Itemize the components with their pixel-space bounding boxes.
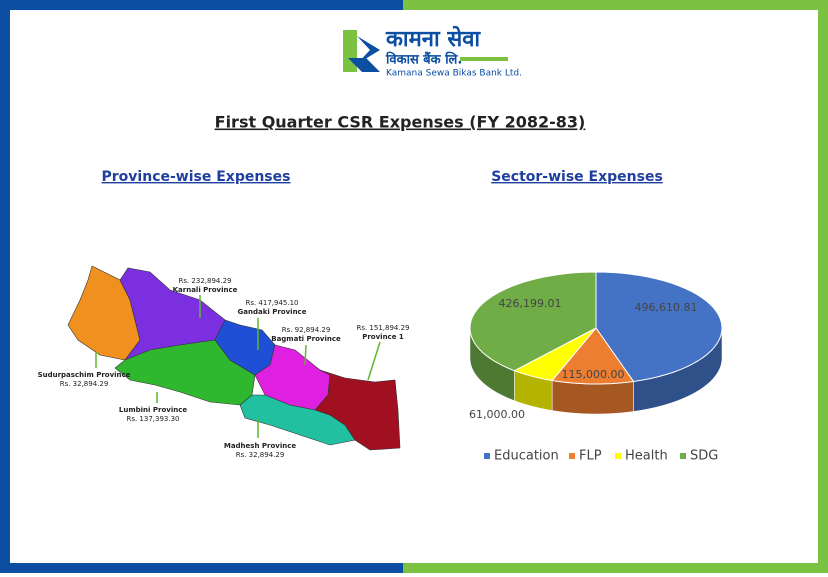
province-amount: Rs. 32,894.29 — [236, 451, 285, 459]
province-amount: Rs. 92,894.29 — [282, 326, 331, 334]
data-label: 496,610.81 — [635, 301, 698, 314]
data-label: 426,199.01 — [499, 297, 562, 310]
legend-swatch — [615, 453, 621, 459]
province-amount: Rs. 32,894.29 — [60, 380, 109, 388]
pie-slice — [513, 327, 597, 382]
province-amount: Rs. 232,894.29 — [178, 277, 231, 285]
logo-mark — [343, 30, 357, 72]
legend-label: Health — [625, 449, 668, 464]
province-amount: Rs. 417,945.10 — [245, 299, 298, 307]
page-title: First Quarter CSR Expenses (FY 2082-83) — [215, 113, 586, 132]
nepal-map — [67, 265, 401, 451]
map-arrows — [95, 295, 381, 438]
section-heading: Sector-wise Expenses — [491, 169, 663, 185]
legend-swatch — [680, 453, 686, 459]
legend-label: Education — [494, 449, 559, 464]
logo-mark — [348, 58, 380, 72]
province-name: Karnali Province — [173, 286, 238, 294]
logo: कामना सेवा विकास बैंक लि. Kamana Sewa Bi… — [343, 25, 522, 79]
province-amount: Rs. 151,894.29 — [356, 324, 409, 332]
province-amount: Rs. 137,393.30 — [126, 415, 179, 423]
province-name: Province 1 — [362, 333, 404, 341]
logo-mark — [357, 36, 380, 64]
logo-english: Kamana Sewa Bikas Bank Ltd. — [386, 69, 522, 79]
province-shape — [314, 369, 401, 451]
pie-chart: 496,610.81 115,000.00 61,000.00 426,199.01 E… — [469, 271, 723, 464]
province-name: Gandaki Province — [238, 308, 307, 316]
province-name: Bagmati Province — [271, 335, 341, 343]
legend-swatch — [484, 453, 490, 459]
pie-slice — [469, 271, 597, 372]
arrow — [304, 344, 307, 366]
legend-label: FLP — [579, 449, 602, 464]
province-name: Madhesh Province — [224, 442, 297, 450]
data-label: 115,000.00 — [562, 368, 625, 381]
data-label: 61,000.00 — [469, 408, 525, 421]
pie-slice — [595, 271, 723, 383]
legend-swatch — [569, 453, 575, 459]
arrow — [367, 341, 381, 381]
province-name: Lumbini Province — [119, 406, 187, 414]
province-name: Sudurpaschim Province — [38, 371, 131, 379]
section-heading: Province-wise Expenses — [102, 169, 291, 185]
pie-slice-side — [551, 380, 634, 415]
logo-bar — [460, 57, 508, 61]
pie-slice — [551, 327, 635, 385]
legend-label: SDG — [690, 449, 718, 464]
logo-subtext: विकास बैंक लि. — [385, 52, 462, 68]
logo-text: कामना सेवा — [385, 25, 481, 52]
